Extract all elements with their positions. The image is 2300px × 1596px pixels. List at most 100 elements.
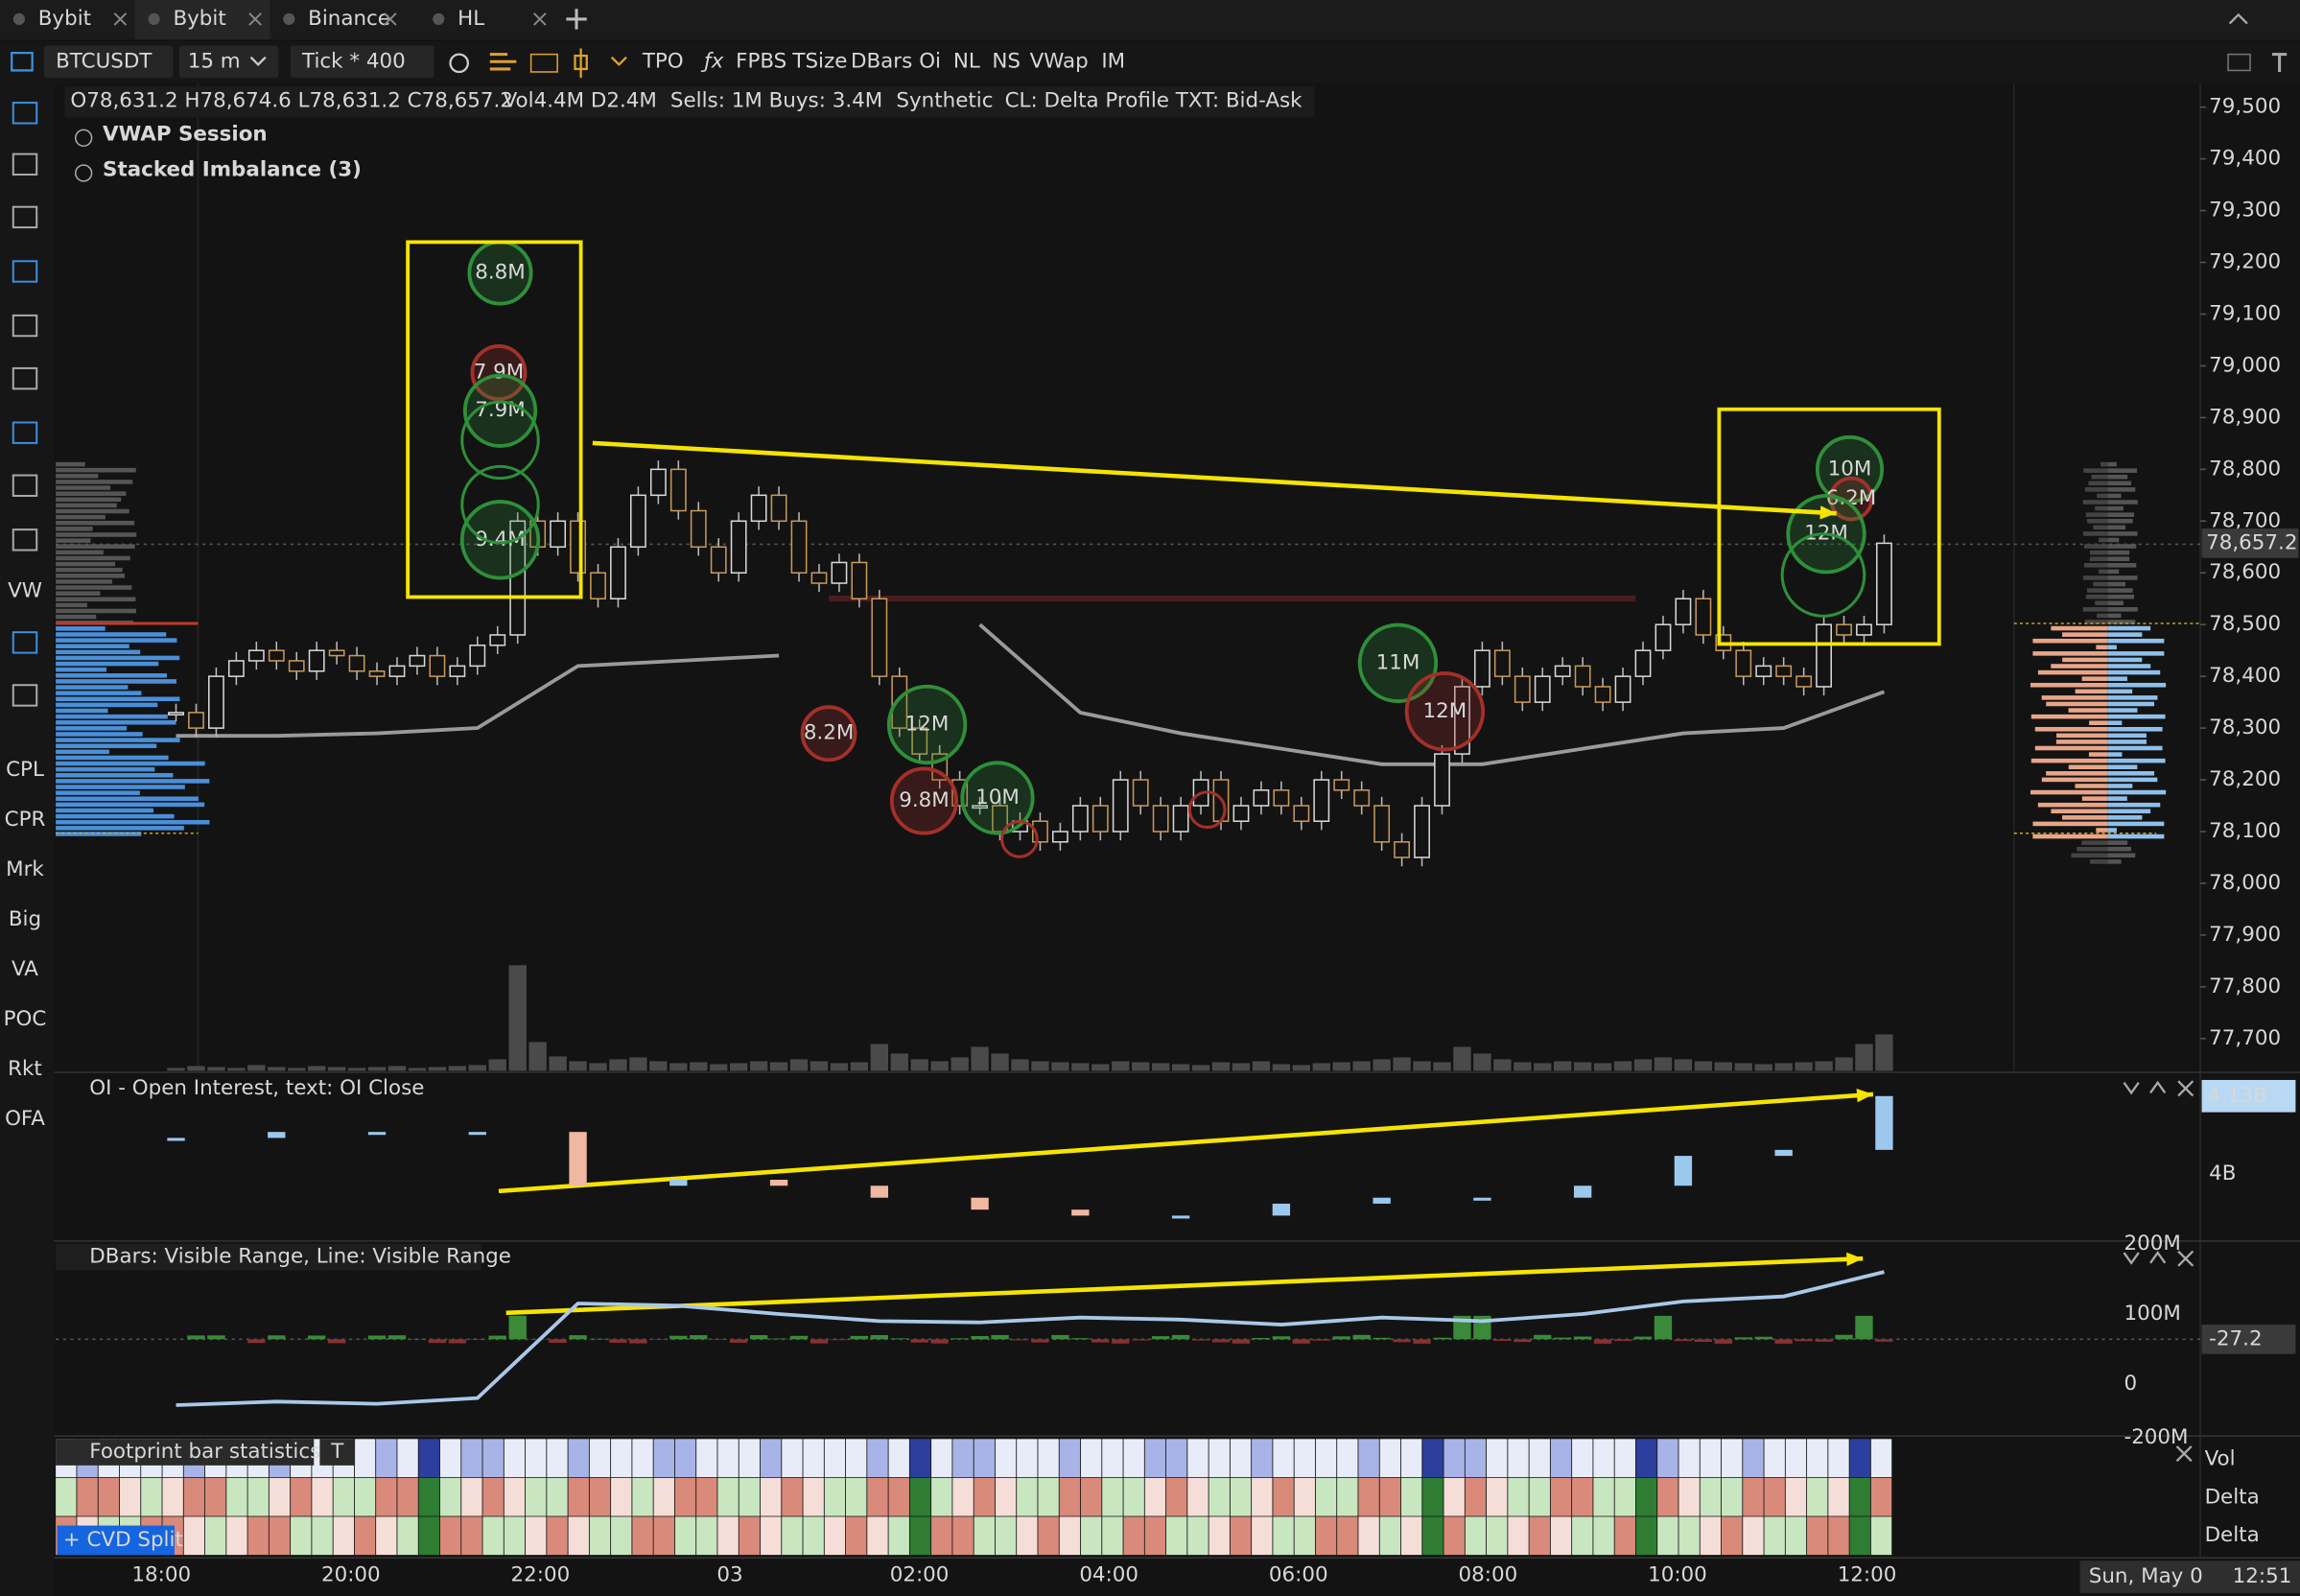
tab-label[interactable]: Bybit — [173, 7, 225, 31]
tool-label[interactable]: VA — [12, 957, 38, 981]
right-profile-bar — [2075, 689, 2108, 694]
left-profile-bar — [56, 785, 185, 789]
footprint-cell — [1635, 1516, 1657, 1556]
tool-icon[interactable] — [12, 205, 38, 229]
tab-label[interactable]: HL — [458, 7, 484, 31]
candle — [208, 675, 224, 729]
tool-icon[interactable] — [12, 684, 38, 707]
tool-label[interactable]: CPR — [5, 808, 46, 832]
footprint-cell — [1123, 1439, 1144, 1478]
panel-title: OI - Open Interest, text: OI Close — [89, 1076, 424, 1100]
toolbar-button[interactable]: TSize — [791, 49, 847, 73]
price-tick-label: 79,100 — [2209, 301, 2281, 325]
tool-label[interactable]: CPL — [6, 758, 44, 782]
tab-close[interactable] — [532, 12, 547, 26]
footprint-button[interactable] — [319, 1439, 356, 1466]
imbalance-circle — [1000, 819, 1039, 858]
footprint-cell — [162, 1477, 183, 1516]
delta-bar — [268, 1335, 286, 1340]
cvd-button-label[interactable]: + CVD Split — [63, 1528, 183, 1552]
volume-bar — [448, 1066, 467, 1071]
aggregation[interactable]: Tick * 400 — [301, 49, 406, 73]
delta-bar — [1855, 1315, 1873, 1340]
tool-label[interactable]: Mrk — [6, 857, 44, 881]
interval[interactable]: 15 m — [188, 49, 241, 73]
tool-label[interactable]: VW — [8, 578, 42, 602]
tool-icon[interactable] — [12, 421, 38, 444]
candle — [1574, 665, 1591, 688]
right-profile-bar — [2051, 664, 2108, 669]
toolbar-button[interactable]: FPBS — [736, 49, 786, 73]
settings-icon[interactable] — [449, 53, 470, 74]
toolbar-button[interactable]: DBars — [851, 49, 912, 73]
toolbar-button[interactable]: VWap — [1030, 49, 1089, 73]
footprint-cell — [632, 1516, 653, 1556]
indicator-label[interactable]: Stacked Imbalance (3) — [103, 157, 362, 181]
toolbar-button[interactable]: IM — [1101, 49, 1125, 73]
tool-label[interactable]: Big — [9, 907, 41, 931]
new-tab[interactable] — [566, 9, 587, 30]
volume-bar — [690, 1062, 708, 1071]
tab-close[interactable] — [383, 12, 397, 26]
chart-icon[interactable] — [529, 53, 558, 73]
tool-icon[interactable] — [12, 314, 38, 338]
tool-label[interactable]: POC — [4, 1007, 47, 1031]
tool-icon[interactable] — [12, 474, 38, 497]
chart-icon[interactable] — [489, 53, 517, 71]
tool-icon[interactable] — [12, 366, 38, 390]
tab-label[interactable]: Bybit — [38, 7, 91, 31]
chart-icon[interactable] — [574, 48, 588, 79]
candle — [1614, 675, 1631, 703]
footprint-cell — [1828, 1516, 1849, 1556]
tool-icon[interactable] — [12, 260, 38, 283]
footprint-cell — [1379, 1477, 1401, 1516]
volume-bar — [1855, 1044, 1873, 1071]
volume-bar — [930, 1061, 949, 1071]
footprint-button-label[interactable]: T — [330, 1440, 344, 1464]
camera-icon[interactable] — [2227, 53, 2251, 72]
panel-controls[interactable] — [2123, 1250, 2194, 1267]
delta-bar — [810, 1339, 829, 1344]
delta-bar — [589, 1338, 607, 1340]
volume-bar — [1633, 1059, 1653, 1071]
toolbar-button[interactable]: TPO — [642, 49, 684, 73]
footprint-cell — [867, 1477, 888, 1516]
right-profile-bar — [2107, 701, 2154, 707]
footprint-close[interactable] — [2175, 1445, 2193, 1463]
left-profile-bar — [56, 632, 167, 637]
footprint-cell — [376, 1516, 397, 1556]
tool-label[interactable]: Rkt — [8, 1057, 42, 1081]
symbol[interactable]: BTCUSDT — [56, 49, 153, 73]
volume-bar — [1191, 1065, 1210, 1071]
right-profile-bar — [2107, 828, 2117, 833]
panel-controls[interactable] — [2123, 1080, 2194, 1097]
volume-bar — [1795, 1062, 1813, 1071]
tool-icon[interactable] — [12, 631, 38, 654]
tool-icon[interactable] — [12, 528, 38, 552]
chart-icon[interactable] — [610, 56, 627, 66]
volume-bar — [1312, 1063, 1330, 1071]
right-profile-bar — [2085, 594, 2108, 599]
footprint-cell — [1443, 1516, 1465, 1556]
tab-label[interactable]: Binance — [308, 7, 390, 31]
panel-title-bg — [56, 1243, 481, 1271]
tool-icon[interactable] — [12, 102, 38, 125]
tab-close[interactable] — [113, 12, 128, 26]
candle — [649, 468, 667, 497]
right-profile-bar — [2030, 758, 2108, 763]
toolbar-button[interactable]: NS — [992, 49, 1021, 73]
indicator-gear[interactable] — [74, 129, 93, 147]
cvd-button[interactable] — [57, 1525, 175, 1556]
indicator-label[interactable]: VWAP Session — [103, 123, 268, 147]
tab-close[interactable] — [248, 12, 262, 26]
candle — [268, 649, 285, 662]
toolbar-button[interactable]: NL — [953, 49, 980, 73]
volume-bar — [1734, 1063, 1752, 1071]
tool-label[interactable]: OFA — [5, 1107, 45, 1131]
indicator-gear[interactable] — [74, 164, 93, 182]
tool-icon[interactable] — [12, 153, 38, 176]
toolbar-button[interactable]: Oi — [919, 49, 941, 73]
text-icon[interactable] — [2271, 53, 2288, 72]
delta-bar — [1031, 1339, 1049, 1343]
right-profile-bar — [2107, 777, 2158, 783]
